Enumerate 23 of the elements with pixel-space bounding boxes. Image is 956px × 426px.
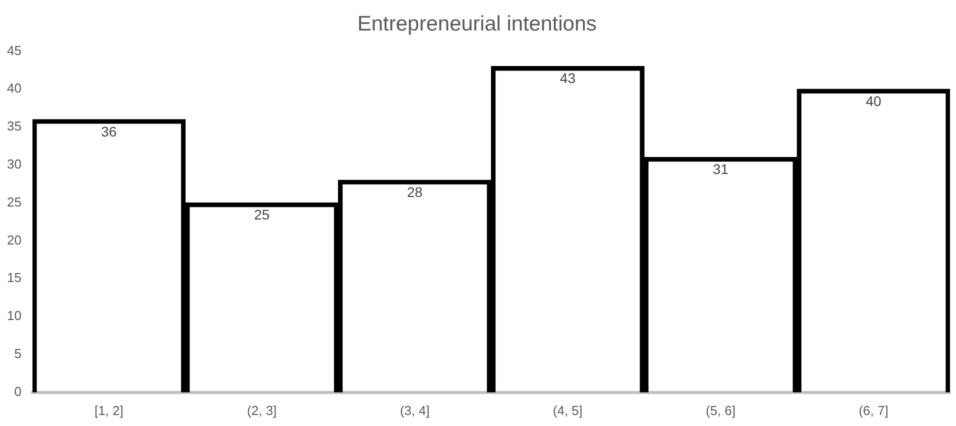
y-tick-label: 0 xyxy=(14,384,22,399)
data-label: 25 xyxy=(254,206,270,223)
y-tick-label: 35 xyxy=(6,118,22,134)
x-tick-label: (2, 3] xyxy=(247,402,277,418)
data-label: 36 xyxy=(101,123,117,140)
y-tick-label: 20 xyxy=(6,232,22,248)
data-label: 31 xyxy=(712,161,729,178)
y-tick-label: 10 xyxy=(6,308,22,324)
x-tick-label: [1, 2] xyxy=(94,402,124,418)
x-tick-label: (3, 4] xyxy=(400,402,430,418)
y-tick-label: 25 xyxy=(6,194,22,210)
x-tick-label: (6, 7] xyxy=(858,402,888,418)
data-label: 28 xyxy=(406,184,423,200)
x-tick-label: (4, 5] xyxy=(552,402,583,418)
y-tick-label: 30 xyxy=(6,156,22,172)
data-label: 43 xyxy=(560,70,576,86)
chart-title: Entrepreneurial intentions xyxy=(357,12,597,36)
data-label: 40 xyxy=(866,92,882,109)
y-tick-label: 40 xyxy=(6,80,22,96)
y-tick-label: 5 xyxy=(14,346,22,362)
y-tick-label: 45 xyxy=(6,42,22,58)
y-tick-label: 15 xyxy=(6,270,22,286)
x-tick-label: (5, 6] xyxy=(706,402,736,418)
